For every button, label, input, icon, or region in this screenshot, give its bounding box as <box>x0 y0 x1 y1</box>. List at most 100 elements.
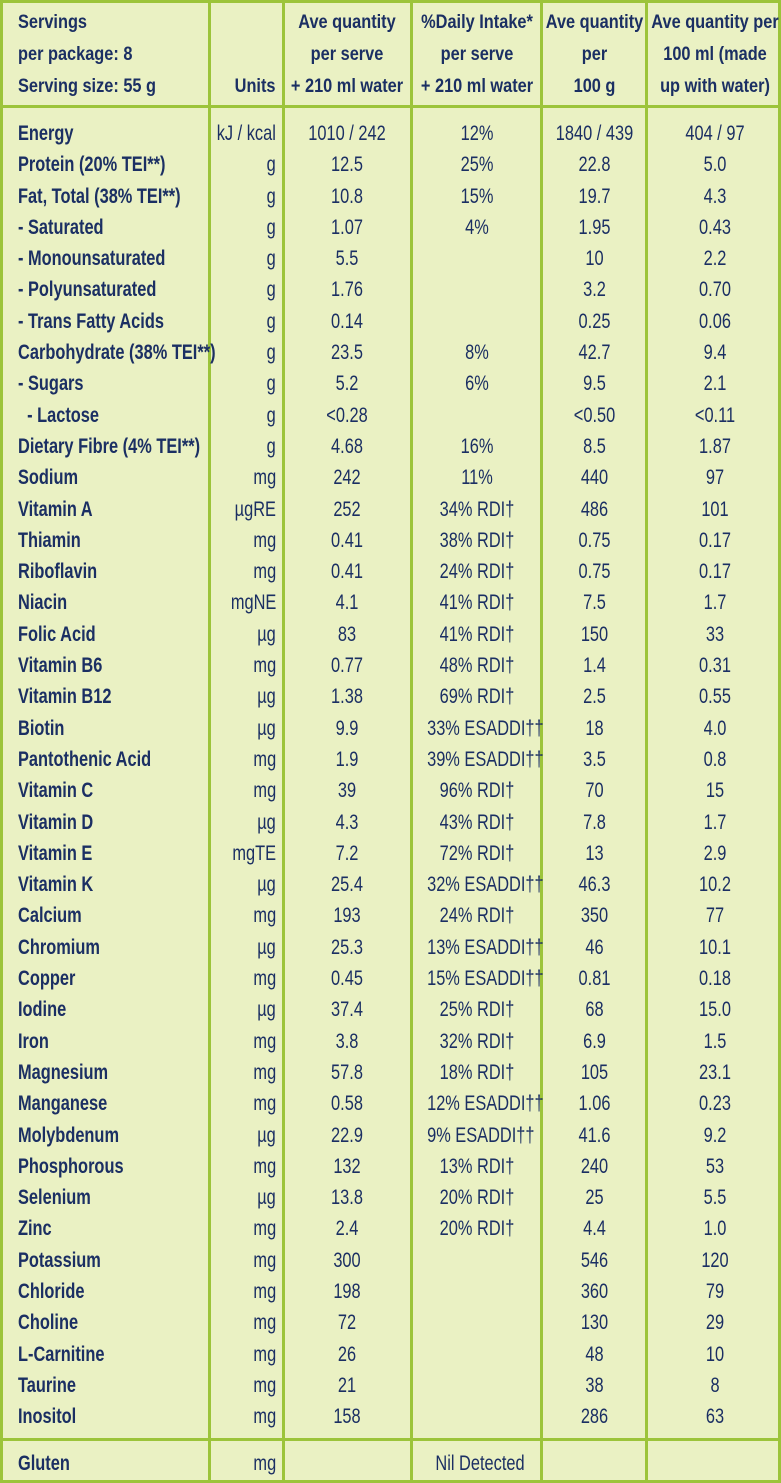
table-row: Dietary Fibre (4% TEI**) g 4.68 16% 8.5 1.87 <box>3 431 778 462</box>
per-100g-value: 68 <box>585 998 604 1022</box>
per-100ml-value: 10 <box>705 1342 725 1366</box>
per-100g-value: 350 <box>580 904 609 928</box>
per-100ml-value: 101 <box>701 497 729 521</box>
nutrient-unit: mg <box>253 466 276 490</box>
table-row: - Lactose g <0.28 <0.50 <0.11 <box>3 400 778 431</box>
per-serve-value: 0.45 <box>331 967 363 991</box>
nutrient-unit: mg <box>253 904 276 928</box>
per-100g-value: 1.95 <box>578 215 611 239</box>
per-100g-value: 18 <box>585 716 604 740</box>
per-100ml-value: 0.17 <box>699 560 731 584</box>
nutrient-name: Molybdenum <box>18 1123 120 1147</box>
per-100ml-value: 1.87 <box>699 434 731 458</box>
nutrient-unit: g <box>266 184 276 208</box>
nutrient-unit: mg <box>253 528 276 552</box>
per-100ml-value: 29 <box>705 1311 725 1335</box>
per-100ml-value: 0.06 <box>699 309 731 333</box>
per-serve-value: 158 <box>333 1405 361 1429</box>
nutrient-name: Protein (20% TEI**) <box>18 153 166 177</box>
per-100g-value: 130 <box>580 1311 609 1335</box>
nutrient-unit: g <box>266 153 276 177</box>
per-100ml-value: 97 <box>705 466 725 490</box>
per-serve-value: 4.68 <box>331 434 363 458</box>
nutrient-unit: mgTE <box>232 841 276 865</box>
per-100ml-value: 53 <box>705 1154 725 1178</box>
table-row: Carbohydrate (38% TEI**) g 23.5 8% 42.7 9.4 <box>3 337 778 368</box>
daily-intake-value: 41% RDI† <box>439 591 515 615</box>
servings-label: Servings <box>18 12 88 33</box>
nutrient-unit: kJ / kcal <box>216 122 276 145</box>
table-row: Molybdenum µg 22.9 9% ESADDI†† 41.6 9.2 <box>3 1120 778 1151</box>
table-row: Potassium mg 300 546 120 <box>3 1245 778 1276</box>
per-100ml-value: 2.2 <box>703 247 727 271</box>
units-label: Units <box>234 76 275 97</box>
per-serve-value: 25.3 <box>331 935 363 959</box>
daily-intake-value: 13% ESADDI†† <box>427 935 544 959</box>
per-100ml-value: 5.5 <box>703 1186 727 1210</box>
nutrient-unit: mg <box>253 1452 276 1475</box>
nutrient-unit: g <box>266 309 276 333</box>
per-100g-value: 0.81 <box>578 967 611 991</box>
per-100g-value: 105 <box>580 1060 609 1084</box>
nutrient-name: Copper <box>18 967 76 991</box>
per-100ml-value: 1.0 <box>703 1217 727 1241</box>
nutrient-unit: mg <box>253 1311 276 1335</box>
nutrient-name: Zinc <box>18 1217 52 1241</box>
per-serve-value: 21 <box>337 1373 357 1397</box>
per-serve-value: 4.1 <box>335 591 359 615</box>
per-serve-value: 7.2 <box>335 841 359 865</box>
daily-intake-header: %Daily Intake* per serve + 210 ml water <box>420 12 534 97</box>
nutrient-name: Vitamin E <box>18 841 93 865</box>
table-row: Vitamin D µg 4.3 43% RDI† 7.8 1.7 <box>3 807 778 838</box>
daily-intake-value: 11% <box>461 466 493 490</box>
daily-intake-value: 69% RDI† <box>439 685 515 709</box>
nutrient-unit: µg <box>257 1123 276 1147</box>
nutrient-unit: mg <box>253 1279 276 1303</box>
daily-intake-value: 12% ESADDI†† <box>427 1092 544 1116</box>
daily-intake-value: 33% ESADDI†† <box>427 716 544 740</box>
daily-intake-value: 8% <box>465 341 489 365</box>
per-serve-value: 37.4 <box>331 998 363 1022</box>
daily-intake-value: 12% <box>460 122 494 145</box>
daily-intake-value: 16% <box>460 434 494 458</box>
per-serve-value: 1.9 <box>335 747 359 771</box>
per-serve-value: 3.8 <box>335 1029 359 1053</box>
nutrient-unit: mg <box>253 1060 276 1084</box>
table-row: Taurine mg 21 38 8 <box>3 1370 778 1401</box>
nutrient-name: Thiamin <box>18 528 81 552</box>
daily-intake-value: 15% <box>460 184 494 208</box>
per-serve-value: 39 <box>337 779 357 803</box>
per-100ml-value: 404 / 97 <box>685 122 745 145</box>
per-serve-value: 10.8 <box>331 184 363 208</box>
per-100ml-value: 15 <box>705 779 725 803</box>
nutrient-name: Iodine <box>18 998 67 1022</box>
table-row: Sodium mg 242 11% 440 97 <box>3 462 778 493</box>
daily-intake-value: 18% RDI† <box>439 1060 515 1084</box>
nutrient-name: Vitamin K <box>18 873 94 897</box>
nutrient-unit: mg <box>253 1405 276 1429</box>
daily-intake-value: 39% ESADDI†† <box>427 747 544 771</box>
per-serve-value: 4.3 <box>335 810 359 834</box>
per-100g-value: 70 <box>585 779 604 803</box>
per-100ml-value: 8 <box>710 1373 720 1397</box>
nutrient-name: - Trans Fatty Acids <box>18 309 164 333</box>
table-row: - Sugars g 5.2 6% 9.5 2.1 <box>3 368 778 399</box>
nutrient-unit: mg <box>253 1217 276 1241</box>
nutrient-unit: µg <box>257 1186 276 1210</box>
nutrient-unit: mgNE <box>230 591 276 615</box>
nutrient-name: Magnesium <box>18 1060 109 1084</box>
daily-intake-value: 9% ESADDI†† <box>427 1123 535 1147</box>
table-row: Copper mg 0.45 15% ESADDI†† 0.81 0.18 <box>3 963 778 994</box>
daily-intake-value: 24% RDI† <box>439 560 515 584</box>
nutrient-name: - Lactose <box>18 403 100 427</box>
per-100ml-value: 1.7 <box>703 591 727 615</box>
per-serve-value: 72 <box>337 1311 357 1335</box>
nutrient-name: - Saturated <box>18 215 104 239</box>
per-100g-value: 46.3 <box>578 873 611 897</box>
per-serve-value: 252 <box>333 497 361 521</box>
nutrient-name: Iron <box>18 1029 49 1053</box>
per-100ml-value: 0.55 <box>699 685 731 709</box>
per-100g-value: 360 <box>580 1279 609 1303</box>
nutrient-unit: mg <box>253 1029 276 1053</box>
nutrient-name: Gluten <box>18 1452 70 1475</box>
